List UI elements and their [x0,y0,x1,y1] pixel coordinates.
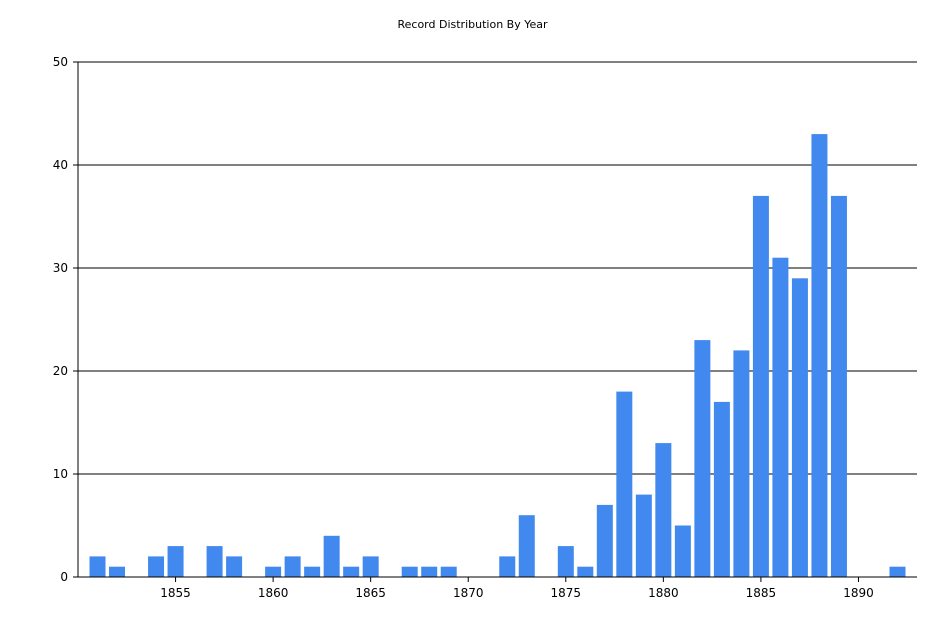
bar-1855 [167,546,184,577]
bar-1852 [109,566,126,577]
bar-1864 [343,566,360,577]
bar-1872 [499,556,516,577]
bar-1877 [596,504,613,577]
bar-1889 [830,195,847,577]
x-tick-label: 1885 [746,586,777,600]
bar-1867 [401,566,418,577]
y-tick-label: 0 [60,570,68,584]
bar-1888 [811,134,828,577]
bar-1851 [89,556,106,577]
y-tick-label: 20 [53,364,68,378]
bar-1865 [362,556,379,577]
bar-1885 [752,195,769,577]
bar-1884 [733,350,750,577]
bar-1880 [655,443,672,577]
bar-1854 [148,556,165,577]
bar-1857 [206,546,223,577]
bar-1873 [518,515,535,577]
y-tick-label: 50 [53,55,68,69]
bar-1863 [323,535,340,577]
x-tick-label: 1855 [160,586,191,600]
y-tick-label: 10 [53,467,68,481]
bar-1876 [577,566,594,577]
bar-1868 [421,566,438,577]
x-tick-label: 1870 [453,586,484,600]
bar-1875 [557,546,574,577]
bar-1879 [635,494,652,577]
x-tick-label: 1875 [551,586,582,600]
bar-1858 [226,556,243,577]
bar-1862 [304,566,321,577]
bar-1878 [616,391,633,577]
bar-1861 [284,556,301,577]
y-tick-label: 40 [53,158,68,172]
x-tick-label: 1865 [355,586,386,600]
bar-1881 [674,525,691,577]
bar-1886 [772,257,789,577]
y-tick-label: 30 [53,261,68,275]
bar-1869 [440,566,457,577]
x-tick-label: 1860 [258,586,289,600]
bar-1860 [265,566,282,577]
x-tick-label: 1880 [648,586,679,600]
bar-1883 [713,401,730,577]
bar-1892 [889,566,906,577]
x-tick-label: 1890 [843,586,874,600]
chart-title: Record Distribution By Year [397,18,548,31]
bar-1882 [694,340,711,577]
bar-1887 [791,278,808,577]
